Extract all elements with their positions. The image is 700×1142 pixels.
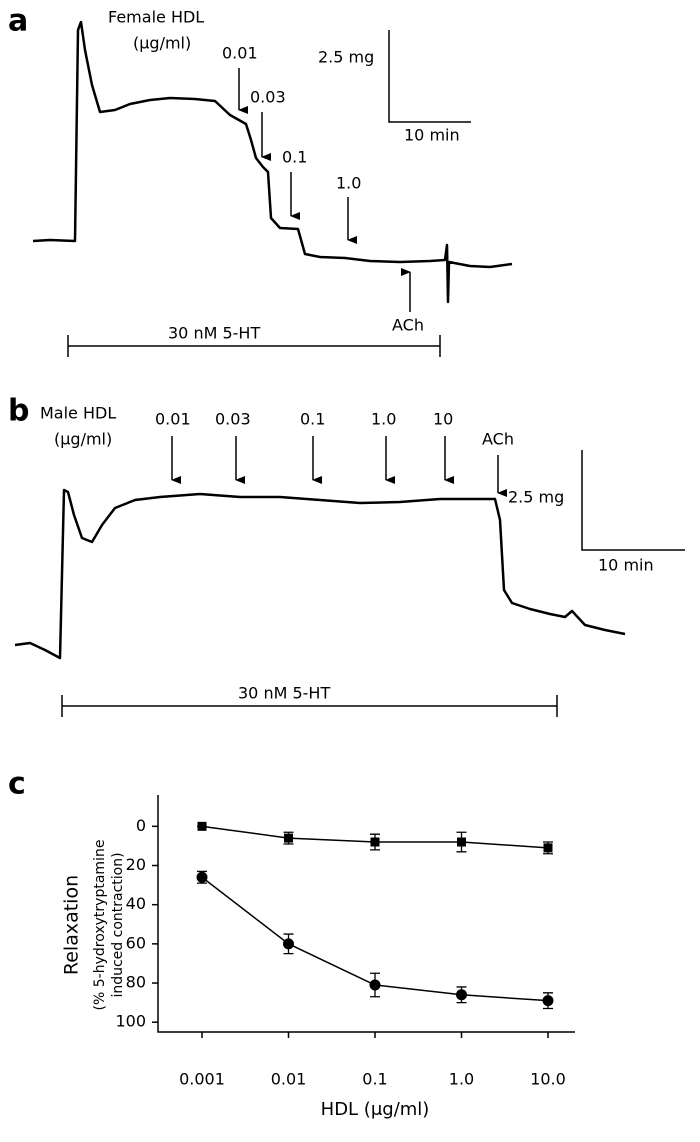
trace — [14, 488, 626, 660]
label: ACh — [482, 430, 514, 449]
dose: 0.1 — [300, 410, 325, 429]
y-tick-label: 60 — [126, 933, 146, 952]
y-tick-label: 20 — [126, 855, 146, 874]
marker — [197, 821, 207, 831]
panel-letter: c — [8, 767, 26, 802]
marker — [196, 871, 208, 883]
marker — [542, 995, 554, 1007]
panel-letter: a — [8, 4, 28, 39]
marker — [543, 843, 553, 853]
scale-label: 2.5 mg — [508, 488, 564, 507]
y-axis-title: Relaxation — [61, 875, 83, 975]
x-tick-label: 10.0 — [530, 1070, 566, 1089]
scale-bar — [581, 450, 685, 551]
x-axis-title: HDL (μg/ml) — [321, 1099, 430, 1120]
x-tick-label: 0.1 — [362, 1070, 387, 1089]
label: 30 nM 5-HT — [168, 324, 260, 343]
label: (μg/ml) — [133, 34, 191, 53]
marker — [284, 833, 293, 843]
scale-bar — [388, 30, 471, 123]
scale-label: 2.5 mg — [318, 48, 374, 67]
marker — [283, 938, 294, 950]
bracket — [67, 335, 441, 357]
trace — [32, 20, 513, 304]
dose: 0.01 — [155, 410, 191, 429]
y-tick-label: 0 — [136, 816, 146, 835]
axis — [157, 795, 575, 1033]
scale-label: 10 min — [598, 556, 654, 575]
marker — [457, 837, 466, 847]
y-axis-subtitle: induced contraction) — [110, 852, 126, 997]
marker — [369, 979, 381, 991]
panel-letter: b — [8, 394, 29, 429]
y-tick-label: 40 — [126, 894, 146, 913]
x-tick-label: 1.0 — [449, 1070, 474, 1089]
dose: 10 — [433, 410, 453, 429]
dose: 0.03 — [250, 88, 286, 107]
y-axis-subtitle: (% 5-hydroxytryptamine — [92, 840, 108, 1011]
scale-label: 10 min — [404, 126, 460, 145]
label: 30 nM 5-HT — [238, 684, 330, 703]
dose: 0.01 — [222, 44, 258, 63]
label: Male HDL — [40, 404, 116, 423]
panel-b: b Male HDL (μg/ml) 0.01 0.03 0.1 1.0 10 … — [8, 394, 685, 717]
bracket — [61, 695, 558, 717]
dose: 1.0 — [336, 174, 361, 193]
label: (μg/ml) — [54, 430, 112, 449]
marker — [456, 989, 467, 1001]
panel-a: a Female HDL (μg/ml) 0.01 0.03 0.1 1.0 A… — [8, 4, 513, 357]
x-tick-label: 0.01 — [271, 1070, 307, 1089]
label: Female HDL — [108, 8, 204, 27]
marker — [370, 837, 380, 847]
label: ACh — [392, 316, 424, 335]
dose: 1.0 — [371, 410, 396, 429]
y-tick-label: 100 — [115, 1012, 146, 1031]
y-tick-label: 80 — [126, 973, 146, 992]
x-tick-label: 0.001 — [179, 1070, 225, 1089]
dose: 0.03 — [215, 410, 251, 429]
dose: 0.1 — [282, 148, 307, 167]
